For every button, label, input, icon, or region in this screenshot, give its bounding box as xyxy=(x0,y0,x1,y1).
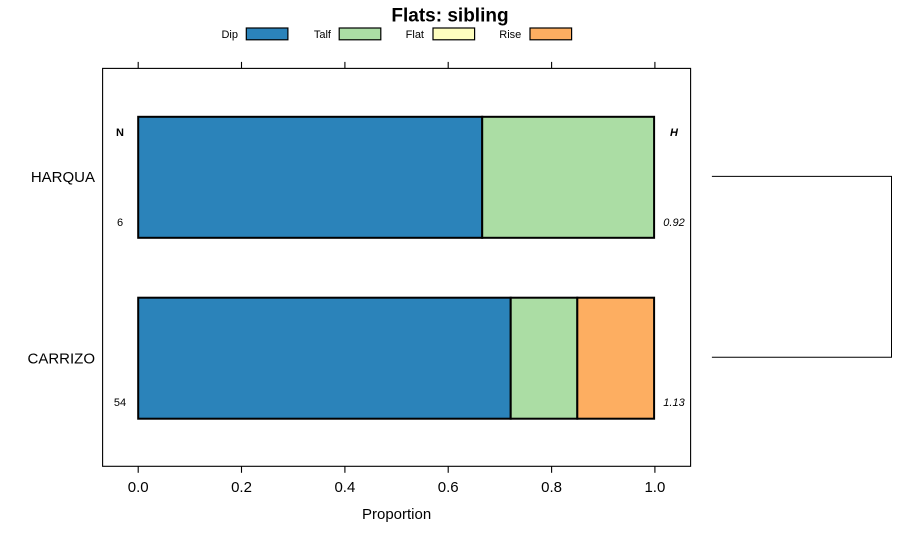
svg-text:0.6: 0.6 xyxy=(438,479,459,496)
svg-text:1.0: 1.0 xyxy=(644,479,665,496)
svg-text:H: H xyxy=(670,127,679,139)
svg-text:54: 54 xyxy=(114,397,126,409)
svg-text:N: N xyxy=(116,127,124,139)
svg-text:Talf: Talf xyxy=(314,29,332,41)
svg-text:CARRIZO: CARRIZO xyxy=(28,350,96,367)
svg-text:Flat: Flat xyxy=(406,29,424,41)
svg-text:1.13: 1.13 xyxy=(663,397,685,409)
svg-text:0.4: 0.4 xyxy=(334,479,355,496)
svg-text:0.92: 0.92 xyxy=(663,217,684,229)
svg-text:Flats: sibling: Flats: sibling xyxy=(391,6,508,27)
svg-text:0.2: 0.2 xyxy=(231,479,252,496)
svg-text:Dip: Dip xyxy=(221,29,238,41)
svg-text:6: 6 xyxy=(117,217,123,229)
svg-text:Rise: Rise xyxy=(499,29,521,41)
svg-text:HARQUA: HARQUA xyxy=(31,169,95,186)
svg-text:0.0: 0.0 xyxy=(128,479,149,496)
svg-text:Proportion: Proportion xyxy=(362,506,431,523)
svg-text:0.8: 0.8 xyxy=(541,479,562,496)
